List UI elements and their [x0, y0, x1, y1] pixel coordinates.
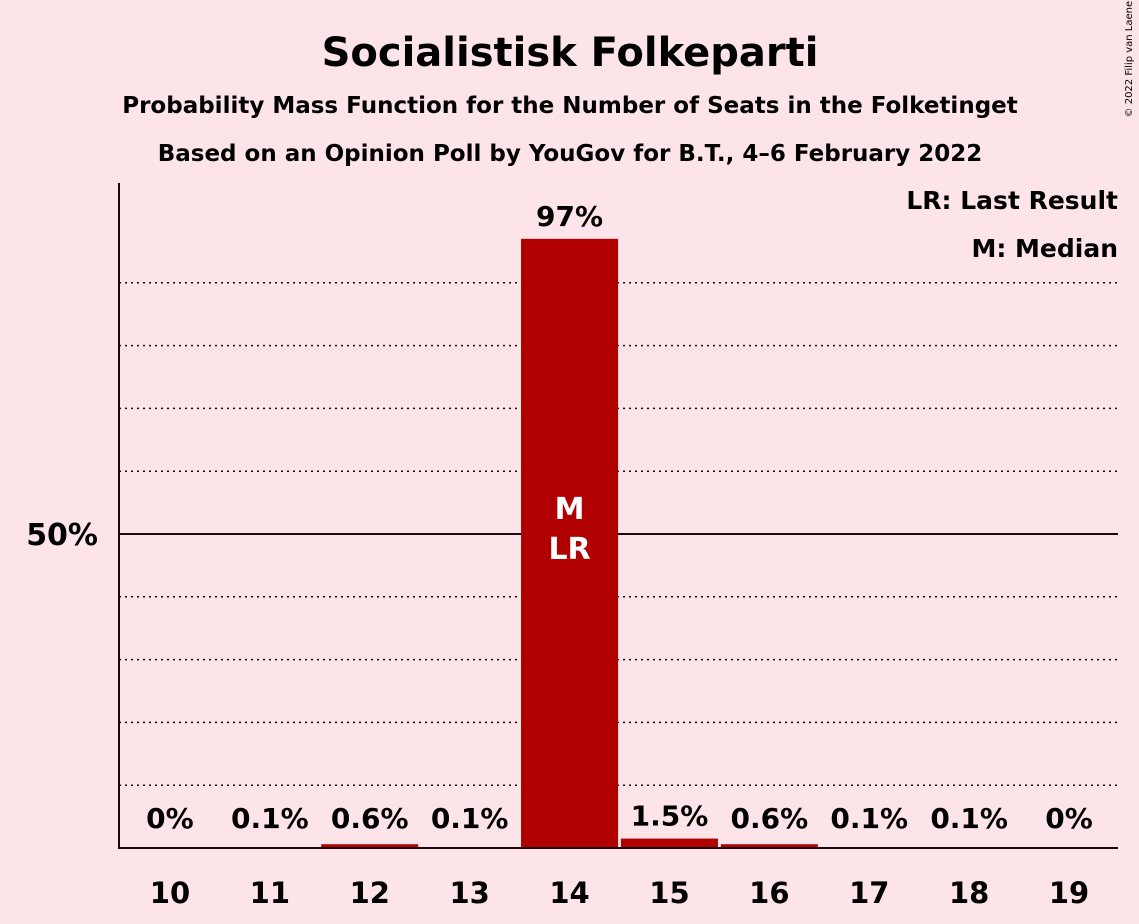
data-label-16: 0.6%: [731, 802, 809, 835]
x-tick-label-16: 16: [749, 876, 789, 910]
bar-14: [521, 238, 619, 849]
last-result-marker: LR: [548, 532, 590, 567]
median-marker: M: [555, 492, 585, 527]
legend-median: M: Median: [971, 234, 1118, 263]
y-tick-label-50: 50%: [26, 518, 98, 553]
data-label-13: 0.1%: [431, 802, 509, 835]
x-tick-label-11: 11: [250, 876, 290, 910]
legend-last-result: LR: Last Result: [906, 186, 1118, 215]
chart-title: Socialistisk Folkeparti: [322, 30, 819, 76]
x-tick-label-15: 15: [649, 876, 689, 910]
bar-16: [720, 844, 818, 848]
x-tick-label-13: 13: [449, 876, 489, 910]
data-label-15: 1.5%: [631, 800, 709, 833]
bars: [221, 238, 1018, 849]
data-label-19: 0%: [1045, 802, 1093, 835]
x-tick-labels: 10 11 12 13 14 15 16 17 18 19: [150, 876, 1089, 910]
x-tick-label-19: 19: [1049, 876, 1089, 910]
data-label-17: 0.1%: [830, 802, 908, 835]
data-label-14: 97%: [536, 200, 603, 233]
data-label-18: 0.1%: [930, 802, 1008, 835]
data-label-11: 0.1%: [231, 802, 309, 835]
chart-subtitle: Probability Mass Function for the Number…: [122, 93, 1018, 119]
copyright-text: © 2022 Filip van Laenen: [1124, 0, 1135, 117]
bar-15: [620, 838, 718, 848]
data-label-12: 0.6%: [331, 802, 409, 835]
x-tick-label-14: 14: [549, 876, 589, 910]
x-tick-label-18: 18: [949, 876, 989, 910]
x-tick-label-12: 12: [350, 876, 390, 910]
data-labels: 0% 0.1% 0.6% 0.1% 97% M LR 1.5% 0.6% 0.1% 0.1% 0%: [146, 200, 1093, 835]
x-tick-label-10: 10: [150, 876, 190, 910]
chart-subtitle-poll: Based on an Opinion Poll by YouGov for B…: [158, 141, 983, 167]
x-tick-label-17: 17: [849, 876, 889, 910]
data-label-10: 0%: [146, 802, 194, 835]
gridlines: [119, 282, 1118, 786]
bar-12: [321, 844, 419, 848]
